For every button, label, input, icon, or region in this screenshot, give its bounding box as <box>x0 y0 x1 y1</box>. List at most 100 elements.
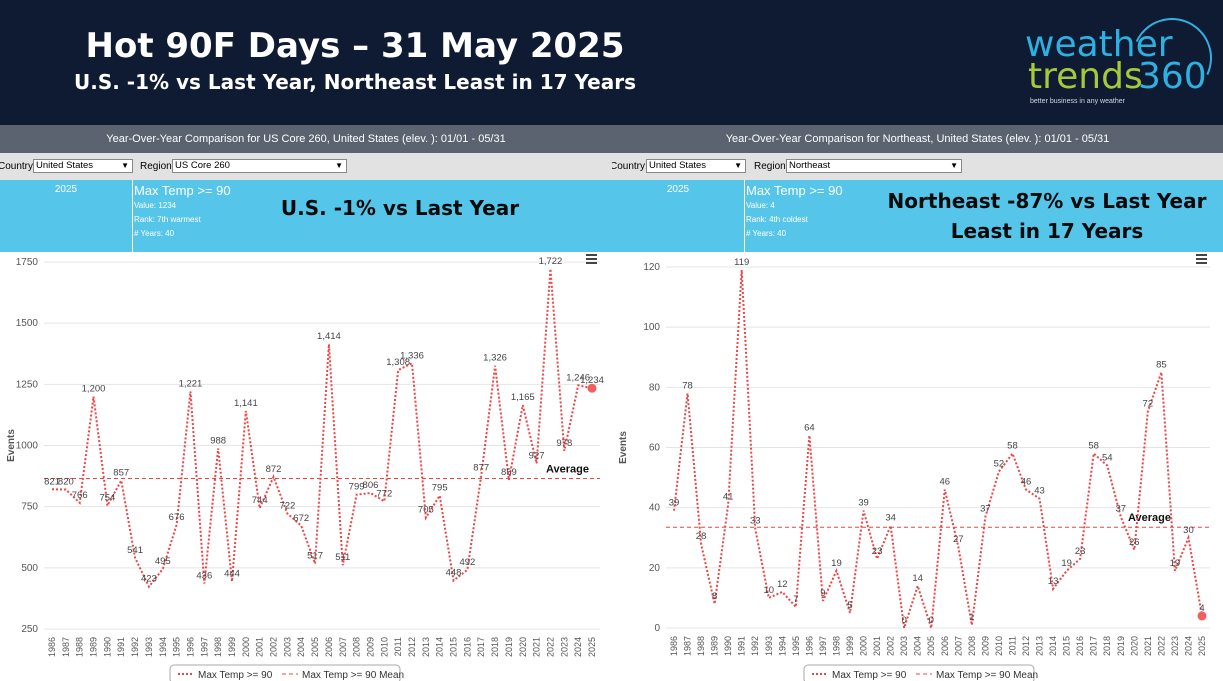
x-tick-label: 1986 <box>669 636 679 656</box>
data-label: 423 <box>141 574 157 585</box>
x-tick-label: 1988 <box>75 637 85 657</box>
x-tick-label: 1994 <box>777 636 787 656</box>
info-years: # Years: 40 <box>134 229 175 238</box>
x-tick-label: 2016 <box>462 637 472 657</box>
region-select[interactable]: Northeast ▼ <box>786 159 962 173</box>
selector-row: Country: United States ▼ Region: US Core … <box>0 153 612 180</box>
x-tick-label: 2013 <box>1035 636 1045 656</box>
us-hot-days-chart: 250 500 750 1000 1250 1500 1750 Events 1986 1987 1… <box>6 254 604 681</box>
page-title: Hot 90F Days – 31 May 2025 <box>85 26 625 66</box>
data-label: 872 <box>266 464 282 475</box>
region-label: Region: <box>754 161 789 172</box>
x-tick-label: 2024 <box>1183 636 1193 656</box>
legend-mean-label: Max Temp >= 90 Mean <box>302 670 404 681</box>
info-bar: 2025 Max Temp >= 90 Value: 4 Rank: 4th c… <box>612 180 1223 252</box>
data-label: 119 <box>734 257 749 268</box>
data-label: 859 <box>501 467 517 478</box>
data-label: 672 <box>293 513 309 524</box>
average-label: Average <box>1128 512 1171 524</box>
data-label: 436 <box>196 570 212 581</box>
country-label: Country: <box>612 161 648 172</box>
menu-icon <box>586 258 597 260</box>
x-tick-label: 1998 <box>213 637 223 657</box>
x-tick-label: 1996 <box>185 637 195 657</box>
x-tick-label: 2013 <box>421 637 431 657</box>
y-axis-label: Events <box>618 431 629 464</box>
data-label: 5 <box>847 600 852 611</box>
logo-tagline: better business in any weather <box>1030 98 1125 105</box>
data-label: 511 <box>335 552 350 563</box>
data-label: 34 <box>885 513 896 524</box>
data-label: 676 <box>169 512 185 523</box>
x-tick-label: 2020 <box>518 637 528 657</box>
data-label: 722 <box>279 501 295 512</box>
data-label: 1,308 <box>386 357 410 368</box>
data-label: 52 <box>994 459 1005 470</box>
weathertrends360-logo: weather trends 360 better business in an… <box>1020 6 1223 114</box>
x-tick-label: 1992 <box>750 636 760 656</box>
x-tick-label: 1999 <box>845 636 855 656</box>
x-tick-label: 2001 <box>255 637 265 657</box>
data-label: 41 <box>723 492 734 503</box>
x-tick-label: 1989 <box>89 637 99 657</box>
menu-icon <box>586 262 597 264</box>
data-label: 517 <box>307 551 323 562</box>
country-select[interactable]: United States ▼ <box>33 159 133 173</box>
country-select[interactable]: United States ▼ <box>646 159 746 173</box>
x-tick-label: 1993 <box>144 637 154 657</box>
data-label: 799 <box>349 482 365 493</box>
info-bar: 2025 Max Temp >= 90 Value: 1234 Rank: 7t… <box>0 180 612 252</box>
x-tick-label: 1994 <box>158 637 168 657</box>
data-label: 39 <box>858 498 869 509</box>
x-tick-label: 2022 <box>1156 636 1166 656</box>
data-label: 28 <box>696 531 707 542</box>
data-label: 46 <box>1021 477 1032 488</box>
y-tick-label: 250 <box>21 624 38 635</box>
data-label: 19 <box>1061 558 1072 569</box>
x-tick-label: 2006 <box>940 636 950 656</box>
x-tick-label: 2014 <box>1048 636 1058 656</box>
y-tick-label: 1250 <box>16 379 39 390</box>
data-label: 927 <box>529 450 545 461</box>
x-tick-label: 2007 <box>338 637 348 657</box>
x-tick-label: 2004 <box>913 636 923 656</box>
data-label: 78 <box>682 380 693 391</box>
y-tick-label: 60 <box>649 443 661 454</box>
x-tick-label: 2010 <box>994 636 1004 656</box>
data-label: 72 <box>1143 398 1154 409</box>
x-tick-label: 2024 <box>573 637 583 657</box>
y-tick-label: 1750 <box>16 257 39 268</box>
data-label: 1,414 <box>317 331 341 342</box>
data-label: 23 <box>1075 546 1086 557</box>
x-tick-label: 2000 <box>859 636 869 656</box>
x-tick-label: 2018 <box>1102 636 1112 656</box>
data-label: 37 <box>1115 504 1126 515</box>
info-rank: Rank: 7th warmest <box>134 215 201 224</box>
data-label: 1,200 <box>82 384 106 395</box>
data-label: 754 <box>99 493 115 504</box>
info-years: # Years: 40 <box>746 229 787 238</box>
legend-mean-label: Max Temp >= 90 Mean <box>936 670 1038 681</box>
data-label: 1,326 <box>483 353 507 364</box>
logo-word-weather: weather <box>1025 24 1173 65</box>
x-tick-label: 1993 <box>764 636 774 656</box>
x-tick-label: 2023 <box>559 637 569 657</box>
y-tick-label: 0 <box>654 623 660 634</box>
region-select[interactable]: US Core 260 ▼ <box>172 159 347 173</box>
x-tick-label: 2018 <box>490 637 500 657</box>
x-tick-label: 2009 <box>980 636 990 656</box>
data-label: 58 <box>1088 441 1099 452</box>
x-tick-label: 2008 <box>352 637 362 657</box>
y-tick-label: 750 <box>21 502 38 513</box>
x-tick-label: 2008 <box>967 636 977 656</box>
data-label: 19 <box>831 558 842 569</box>
data-label: 0 <box>902 615 907 626</box>
x-tick-label: 1997 <box>199 637 209 657</box>
data-label: 19 <box>1170 558 1181 569</box>
menu-icon <box>586 254 597 256</box>
data-label: 1,246 <box>566 372 590 383</box>
x-tick-label: 2003 <box>282 637 292 657</box>
chevron-down-icon: ▼ <box>121 161 129 170</box>
x-tick-label: 1986 <box>47 637 57 657</box>
